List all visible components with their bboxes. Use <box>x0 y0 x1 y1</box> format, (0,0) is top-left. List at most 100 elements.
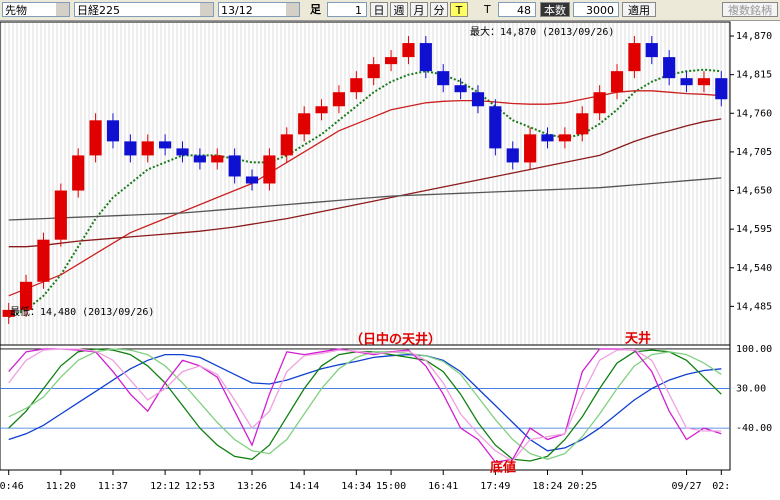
ma-line <box>8 348 722 460</box>
candle-body <box>454 85 467 93</box>
candle-body <box>471 92 485 107</box>
count-prefix: T <box>484 3 491 16</box>
x-tick-label: 12:12 <box>150 481 180 492</box>
candle-body <box>54 190 67 240</box>
candle-body <box>663 57 676 79</box>
candle-body <box>628 43 641 72</box>
contract: 13/12 <box>221 4 253 17</box>
y-tick-label: 14,870 <box>736 31 772 42</box>
x-tick-label: 09/27 <box>671 481 701 492</box>
candle-body <box>384 57 398 65</box>
candle-body <box>524 134 537 163</box>
x-tick-label: 11:37 <box>98 481 128 492</box>
ma-line <box>8 68 722 318</box>
apply-button[interactable]: 適用 <box>622 2 656 17</box>
candle-body <box>298 113 311 135</box>
candle-body <box>332 92 346 107</box>
candle-body <box>89 120 102 156</box>
candle-body <box>72 155 85 191</box>
annotation: 最低：14,480 (2013/09/26) <box>10 305 154 318</box>
x-tick-label: 20:25 <box>567 481 597 492</box>
candle-body <box>419 43 432 72</box>
candle-body <box>211 155 224 163</box>
candle-body <box>19 281 33 310</box>
x-tick-label: 15:00 <box>376 481 406 492</box>
x-tick-label: 14:34 <box>341 481 371 492</box>
tick-button[interactable]: T <box>450 2 468 17</box>
x-tick-label: 10:46 <box>0 481 24 492</box>
y-tick-label: 14,485 <box>736 301 772 312</box>
x-tick-label: 13:26 <box>237 481 267 492</box>
y-tick-label: -40.00 <box>736 423 772 434</box>
panel-hatch <box>0 22 730 345</box>
period-button[interactable]: 月 <box>410 2 428 17</box>
candle-body <box>541 134 554 142</box>
y-tick-label: 14,815 <box>736 70 772 81</box>
y-tick-label: 30.00 <box>736 384 766 395</box>
x-tick-label: 02: <box>712 481 730 492</box>
bar-label: 足 <box>310 3 321 16</box>
y-tick-label: 14,705 <box>736 147 772 158</box>
candle-body <box>176 148 189 156</box>
ma-line <box>8 348 722 463</box>
symbol: 日経225 <box>77 4 120 17</box>
ma-line <box>8 348 722 462</box>
annotation: 天井 <box>625 331 651 347</box>
panel-frame <box>0 21 731 471</box>
candle-body <box>576 113 589 135</box>
candle-body <box>437 71 450 86</box>
candle-body <box>193 155 206 163</box>
period-button[interactable]: 分 <box>430 2 448 17</box>
y-tick-label: 14,760 <box>736 108 772 119</box>
market-select[interactable]: 先物 <box>2 2 70 17</box>
annotation: 最大：14,870 (2013/09/26) <box>470 25 614 38</box>
annotation: 底値 <box>490 460 516 476</box>
ma-line <box>8 348 722 462</box>
candle-body <box>402 43 415 58</box>
candle-body <box>37 239 50 282</box>
candle-body <box>141 141 154 156</box>
bar-size[interactable]: 1 <box>327 2 367 17</box>
candle-body <box>263 155 276 184</box>
x-tick-label: 18:24 <box>532 481 562 492</box>
candle-body <box>715 78 728 100</box>
count-value[interactable]: 48 <box>498 2 536 17</box>
annotation: （日中の天井） <box>350 332 441 348</box>
candle-body <box>610 71 624 93</box>
period-button[interactable]: 週 <box>390 2 408 17</box>
count-label[interactable]: 本数 <box>540 2 570 17</box>
candle-body <box>506 148 519 163</box>
x-tick-label: 14:14 <box>289 481 319 492</box>
y-tick-label: 100.00 <box>736 344 772 355</box>
chart: 14,485 14,540 14,595 14,650 14,705 14,760 14,8… <box>0 21 772 492</box>
candle-body <box>315 106 328 114</box>
period-button[interactable]: 日 <box>370 2 388 17</box>
x-tick-label: 12:53 <box>185 481 215 492</box>
x-tick-label: 17:49 <box>480 481 510 492</box>
candle-body <box>645 43 658 58</box>
ma-line <box>8 177 722 221</box>
ma-line <box>8 353 722 452</box>
candle-body <box>558 134 571 142</box>
y-tick-label: 14,650 <box>736 186 772 197</box>
count-total[interactable]: 3000 <box>573 2 619 17</box>
contract-select[interactable]: 13/12 <box>218 2 300 17</box>
multi-button[interactable]: 複数銘柄 <box>722 2 778 17</box>
candle-body <box>124 141 137 156</box>
candle-body <box>228 155 241 177</box>
x-tick-label: 11:20 <box>46 481 76 492</box>
candle-body <box>350 78 363 93</box>
candle-body <box>106 120 120 142</box>
y-tick-label: 14,540 <box>736 263 772 274</box>
market: 先物 <box>5 4 27 17</box>
candle-body <box>280 134 293 156</box>
candle-body <box>159 141 172 149</box>
candle-body <box>697 78 711 86</box>
candle-body <box>489 106 502 149</box>
ma-line <box>8 118 722 248</box>
x-tick-label: 16:41 <box>428 481 458 492</box>
candle-body <box>593 92 606 114</box>
symbol-select[interactable]: 日経225 <box>74 2 214 17</box>
toolbar: 先物 日経225 13/12 足 1 日 週 月 分 T T 48 本数 300… <box>0 0 780 21</box>
